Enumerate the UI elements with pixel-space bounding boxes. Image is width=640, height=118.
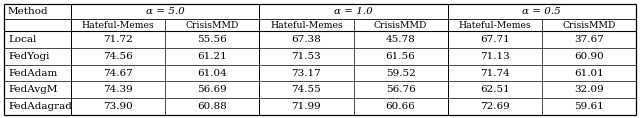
Text: FedYogi: FedYogi [8,52,49,61]
Text: FedAdam: FedAdam [8,69,57,78]
Text: CrisisMMD: CrisisMMD [186,21,239,30]
Text: 74.39: 74.39 [103,85,133,94]
Text: 74.56: 74.56 [103,52,133,61]
Text: 67.38: 67.38 [292,35,321,44]
Text: 61.04: 61.04 [197,69,227,78]
Text: 62.51: 62.51 [480,85,509,94]
Text: 71.72: 71.72 [103,35,133,44]
Text: 67.71: 67.71 [480,35,509,44]
Text: Hateful-Memes: Hateful-Memes [458,21,531,30]
Text: 72.69: 72.69 [480,102,509,111]
Text: FedAvgM: FedAvgM [8,85,58,94]
Text: 55.56: 55.56 [197,35,227,44]
Text: 73.17: 73.17 [292,69,321,78]
Text: 61.56: 61.56 [386,52,415,61]
Text: 71.74: 71.74 [480,69,509,78]
Text: 60.88: 60.88 [197,102,227,111]
Text: 60.66: 60.66 [386,102,415,111]
Text: 45.78: 45.78 [386,35,415,44]
Text: Hateful-Memes: Hateful-Memes [270,21,343,30]
Text: 71.13: 71.13 [480,52,509,61]
Text: 73.90: 73.90 [103,102,133,111]
Text: 56.69: 56.69 [197,85,227,94]
Text: 56.76: 56.76 [386,85,415,94]
Text: 59.61: 59.61 [574,102,604,111]
Text: α = 5.0: α = 5.0 [146,7,184,16]
Text: Hateful-Memes: Hateful-Memes [82,21,154,30]
Text: CrisisMMD: CrisisMMD [562,21,616,30]
Text: 60.90: 60.90 [574,52,604,61]
Text: FedAdagrad: FedAdagrad [8,102,72,111]
Text: 74.67: 74.67 [103,69,133,78]
Text: 71.53: 71.53 [292,52,321,61]
Text: α = 1.0: α = 1.0 [334,7,373,16]
Text: 61.21: 61.21 [197,52,227,61]
Text: 71.99: 71.99 [292,102,321,111]
Text: 59.52: 59.52 [386,69,415,78]
Text: α = 0.5: α = 0.5 [522,7,561,16]
Text: CrisisMMD: CrisisMMD [374,21,428,30]
Text: Method: Method [8,7,49,16]
Text: 61.01: 61.01 [574,69,604,78]
Text: 32.09: 32.09 [574,85,604,94]
Text: 74.55: 74.55 [292,85,321,94]
Text: 37.67: 37.67 [574,35,604,44]
Text: Local: Local [8,35,36,44]
